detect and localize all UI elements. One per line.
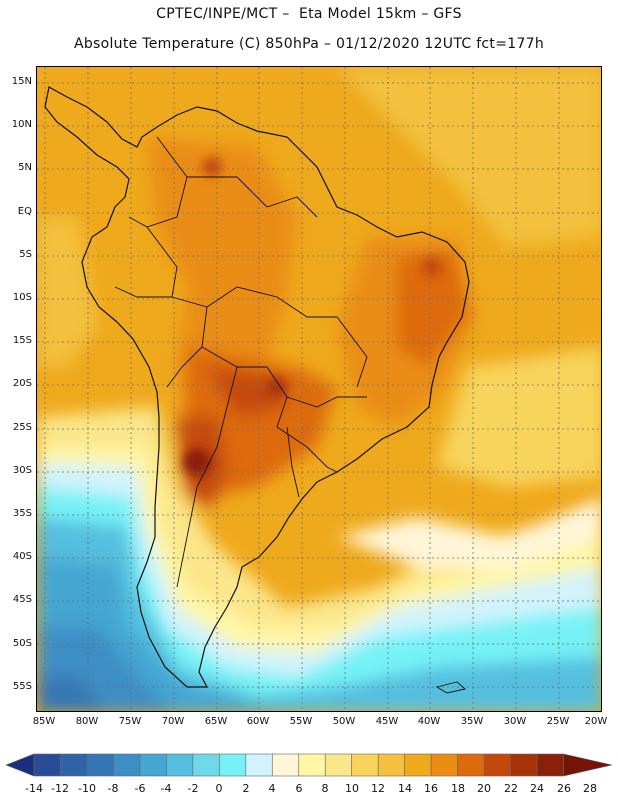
lat-label: 15S bbox=[12, 335, 32, 346]
colorbar-cell bbox=[510, 753, 538, 777]
lat-label: 20S bbox=[12, 378, 32, 389]
lon-label: 35W bbox=[460, 716, 484, 727]
lon-label: 50W bbox=[332, 716, 356, 727]
colorbar-tick-label: -6 bbox=[134, 782, 146, 795]
colorbar-tick-label: 10 bbox=[345, 782, 359, 795]
lon-label: 65W bbox=[204, 716, 228, 727]
colorbar-cell bbox=[483, 753, 511, 777]
lat-label: 40S bbox=[12, 551, 32, 562]
lat-label: 30S bbox=[12, 465, 32, 476]
map-title-line1: CPTEC/INPE/MCT – Eta Model 15km – GFS bbox=[156, 6, 462, 22]
colorbar-tick-label: 26 bbox=[557, 782, 571, 795]
temperature-map-canvas bbox=[37, 67, 601, 711]
colorbar-arrow-left bbox=[5, 753, 35, 777]
colorbar bbox=[5, 753, 613, 777]
colorbar-tick-label: -4 bbox=[160, 782, 172, 795]
colorbar-tick-label: 14 bbox=[398, 782, 412, 795]
colorbar-cell bbox=[219, 753, 247, 777]
lat-label: 10N bbox=[11, 119, 32, 130]
lon-label: 20W bbox=[584, 716, 608, 727]
lat-label: 50S bbox=[12, 638, 32, 649]
hot-spots bbox=[183, 157, 442, 476]
temperature-shading bbox=[37, 67, 601, 711]
colorbar-tick-label: 18 bbox=[451, 782, 465, 795]
colorbar-cell bbox=[404, 753, 432, 777]
colorbar-cell bbox=[60, 753, 88, 777]
lat-label: 55S bbox=[12, 681, 32, 692]
lon-label: 70W bbox=[161, 716, 185, 727]
colorbar-tick-label: 24 bbox=[530, 782, 544, 795]
falkland-islands bbox=[435, 681, 466, 694]
colorbar-tick-label: 28 bbox=[583, 782, 597, 795]
colorbar-cell bbox=[377, 753, 405, 777]
colorbar-cell bbox=[166, 753, 194, 777]
country-borders bbox=[114, 136, 368, 588]
lon-label: 30W bbox=[503, 716, 527, 727]
colorbar-tick-label: 6 bbox=[295, 782, 303, 795]
colorbar-cell bbox=[245, 753, 273, 777]
colorbar-tick-label: -12 bbox=[51, 782, 69, 795]
south-america-coastline bbox=[44, 86, 470, 688]
colorbar-cell bbox=[271, 753, 300, 777]
lon-label: 40W bbox=[417, 716, 441, 727]
colorbar-tick-label: -10 bbox=[78, 782, 96, 795]
colorbar-cell bbox=[351, 753, 379, 777]
colorbar-tick-label: 22 bbox=[504, 782, 518, 795]
lon-label: 55W bbox=[289, 716, 313, 727]
lat-label: 45S bbox=[12, 594, 32, 605]
colorbar-tick-label: 0 bbox=[215, 782, 223, 795]
colorbar-cell bbox=[324, 753, 353, 777]
lon-label: 75W bbox=[118, 716, 142, 727]
graticule bbox=[37, 67, 601, 711]
colorbar-tick-label: -14 bbox=[25, 782, 43, 795]
lon-label: 80W bbox=[75, 716, 99, 727]
lat-label: 35S bbox=[12, 508, 32, 519]
lon-label: 45W bbox=[375, 716, 399, 727]
lon-label: 25W bbox=[546, 716, 570, 727]
map-title-line2: Absolute Temperature (C) 850hPa – 01/12/… bbox=[73, 36, 545, 52]
colorbar-cell bbox=[298, 753, 326, 777]
colorbar-cell bbox=[192, 753, 220, 777]
colorbar-tick-label: -8 bbox=[107, 782, 119, 795]
colorbar-tick-label: 12 bbox=[371, 782, 385, 795]
lon-label: 85W bbox=[32, 716, 56, 727]
colorbar-cell bbox=[139, 753, 167, 777]
colorbar-cell bbox=[536, 753, 564, 777]
colorbar-cell bbox=[430, 753, 458, 777]
colorbar-tick-label: 20 bbox=[477, 782, 491, 795]
colorbar-cell bbox=[113, 753, 141, 777]
colorbar-cell bbox=[33, 753, 61, 777]
colorbar-tick-label: 16 bbox=[424, 782, 438, 795]
colorbar-arrow-right bbox=[563, 753, 613, 777]
colorbar-tick-label: 8 bbox=[321, 782, 329, 795]
colorbar-cell bbox=[86, 753, 114, 777]
colorbar-tick-label: 4 bbox=[268, 782, 276, 795]
lon-label: 60W bbox=[246, 716, 270, 727]
lat-label: 10S bbox=[12, 292, 32, 303]
lat-label: 5N bbox=[18, 162, 32, 173]
colorbar-tick-label: -2 bbox=[187, 782, 199, 795]
colorbar-cell bbox=[457, 753, 485, 777]
lat-label: 5S bbox=[19, 249, 32, 260]
temperature-map bbox=[36, 66, 602, 712]
colorbar-tick-label: 2 bbox=[242, 782, 250, 795]
lat-label: 25S bbox=[12, 422, 32, 433]
lat-label: EQ bbox=[17, 206, 32, 217]
lat-label: 15N bbox=[11, 76, 32, 87]
